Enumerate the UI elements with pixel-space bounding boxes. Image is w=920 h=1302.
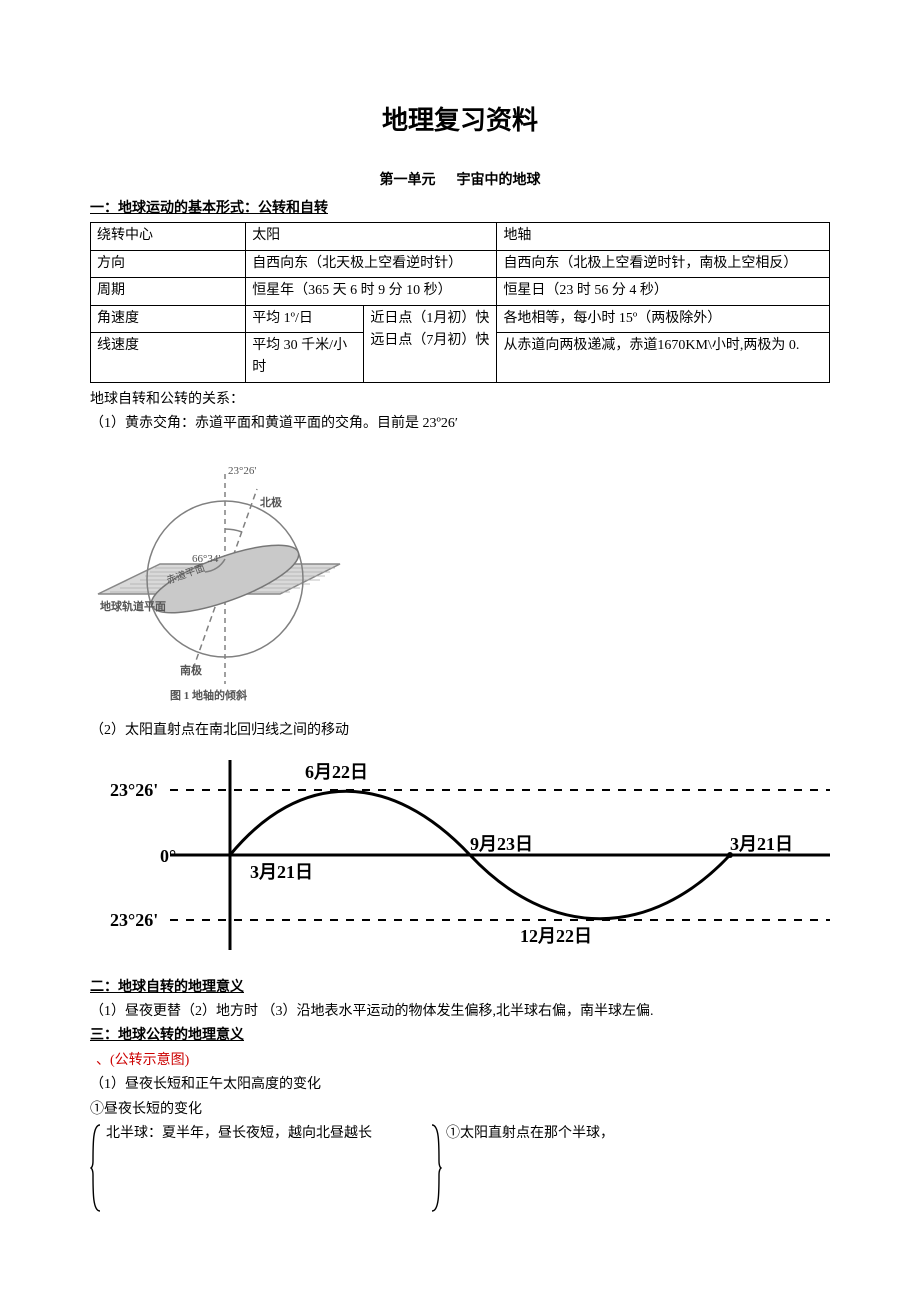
date5-label: 3月21日 [730,834,793,854]
unit-line: 第一单元 宇宙中的地球 [90,170,830,192]
north-label: 北极 [260,495,283,509]
section2-heading: 二：地球自转的地理意义 [90,977,830,999]
section2-body: （1）昼夜更替（2）地方时 （3）沿地表水平运动的物体发生偏移,北半球右偏，南半… [90,1001,830,1023]
date3-label: 9月23日 [470,834,533,854]
page-title: 地理复习资料 [90,100,830,142]
cell: 方向 [91,250,246,277]
section1-heading: 一：地球运动的基本形式：公转和自转 [90,198,830,220]
cell: 周期 [91,278,246,305]
cell: 平均 30 千米/小时 [246,332,364,382]
table-row: 角速度 平均 1º/日 近日点（1月初）快 远日点（7月初）快 各地相等，每小时… [91,305,830,332]
date1-label: 3月21日 [250,862,313,882]
brace-left-text: 北半球：夏半年，昼长夜短，越向北昼越长 [106,1126,372,1141]
cell: 太阳 [246,223,497,250]
angle-top-label: 23°26' [228,465,256,477]
cell: 平均 1º/日 [246,305,364,332]
cell: 角速度 [91,305,246,332]
table-row: 周期 恒星年（365 天 6 时 9 分 10 秒） 恒星日（23 时 56 分… [91,278,830,305]
after-table-text: 地球自转和公转的关系： [90,389,830,411]
cell: 恒星日（23 时 56 分 4 秒） [497,278,830,305]
cell: 恒星年（365 天 6 时 9 分 10 秒） [246,278,497,305]
orbit-plane-label: 地球轨道平面 [100,599,166,613]
p1: （1）黄赤交角：赤道平面和黄道平面的交角。目前是 23º26′ [90,413,830,435]
cell-line2: 远日点（7月初）快 [370,330,490,352]
section3-heading: 三：地球公转的地理意义 [90,1025,830,1047]
cell: 线速度 [91,332,246,382]
p2: （2）太阳直射点在南北回归线之间的移动 [90,720,830,742]
south-label: 南极 [180,663,203,677]
table-row: 方向 自西向东（北天极上空看逆时针） 自西向东（北极上空看逆时针，南极上空相反） [91,250,830,277]
cell: 近日点（1月初）快 远日点（7月初）快 [364,305,497,382]
date4-label: 12月22日 [520,926,592,946]
cell: 从赤道向两极递减，赤道1670KM\小时,两极为 0. [497,332,830,382]
unit-name: 宇宙中的地球 [457,173,541,188]
cell-line1: 近日点（1月初）快 [370,308,490,330]
section3-p1: （1）昼夜长短和正午太阳高度的变化 [90,1074,830,1096]
y-mid-label: 0° [160,846,176,866]
fig1-caption: 图 1 地轴的倾斜 [170,688,247,702]
section3-p2: ①昼夜长短的变化 [90,1099,830,1121]
date2-label: 6月22日 [305,762,368,782]
brace-right-text: ①太阳直射点在那个半球， [446,1126,614,1141]
cell: 地轴 [497,223,830,250]
cell: 各地相等，每小时 15º（两极除外） [497,305,830,332]
right-brace-icon [430,1123,442,1213]
y-bot-label: 23°26' [110,910,158,930]
cell: 自西向东（北极上空看逆时针，南极上空相反） [497,250,830,277]
brace-row: 北半球：夏半年，昼长夜短，越向北昼越长 ①太阳直射点在那个半球， [90,1123,830,1213]
cell: 自西向东（北天极上空看逆时针） [246,250,497,277]
earth-tilt-diagram: 23°26' 66°34' 北极 南极 地球轨道平面 赤道平面 图 1 地轴的倾… [90,444,350,704]
cell: 绕转中心 [91,223,246,250]
left-brace-icon [90,1123,102,1213]
y-top-label: 23°26' [110,780,158,800]
unit-label: 第一单元 [380,173,436,188]
angle-in-label: 66°34' [192,553,220,565]
subsolar-diagram: 23°26' 0° 23°26' 3月21日 6月22日 9月23日 12月22… [90,750,850,960]
section3-note: 、(公转示意图) [90,1050,830,1072]
motion-table: 绕转中心 太阳 地轴 方向 自西向东（北天极上空看逆时针） 自西向东（北极上空看… [90,222,830,382]
table-row: 绕转中心 太阳 地轴 [91,223,830,250]
